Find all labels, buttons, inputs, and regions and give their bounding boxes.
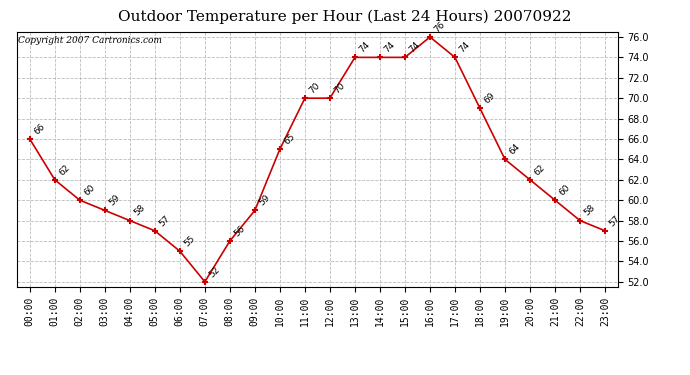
Text: 62: 62 [533,163,547,177]
Text: 74: 74 [357,40,372,55]
Text: 74: 74 [408,40,422,55]
Text: 52: 52 [208,265,222,279]
Text: 59: 59 [108,193,122,208]
Text: 58: 58 [583,203,598,218]
Text: Copyright 2007 Cartronics.com: Copyright 2007 Cartronics.com [19,36,162,45]
Text: 70: 70 [308,81,322,95]
Text: 64: 64 [508,142,522,157]
Text: Outdoor Temperature per Hour (Last 24 Hours) 20070922: Outdoor Temperature per Hour (Last 24 Ho… [118,9,572,24]
Text: 55: 55 [183,234,197,248]
Text: 62: 62 [57,163,72,177]
Text: 57: 57 [157,213,172,228]
Text: 76: 76 [433,20,447,34]
Text: 65: 65 [283,132,297,146]
Text: 66: 66 [32,122,47,136]
Text: 69: 69 [483,91,497,106]
Text: 60: 60 [558,183,572,197]
Text: 70: 70 [333,81,347,95]
Text: 57: 57 [608,213,622,228]
Text: 74: 74 [457,40,472,55]
Text: 56: 56 [233,224,247,238]
Text: 74: 74 [383,40,397,55]
Text: 60: 60 [83,183,97,197]
Text: 59: 59 [257,193,272,208]
Text: 58: 58 [132,203,147,218]
